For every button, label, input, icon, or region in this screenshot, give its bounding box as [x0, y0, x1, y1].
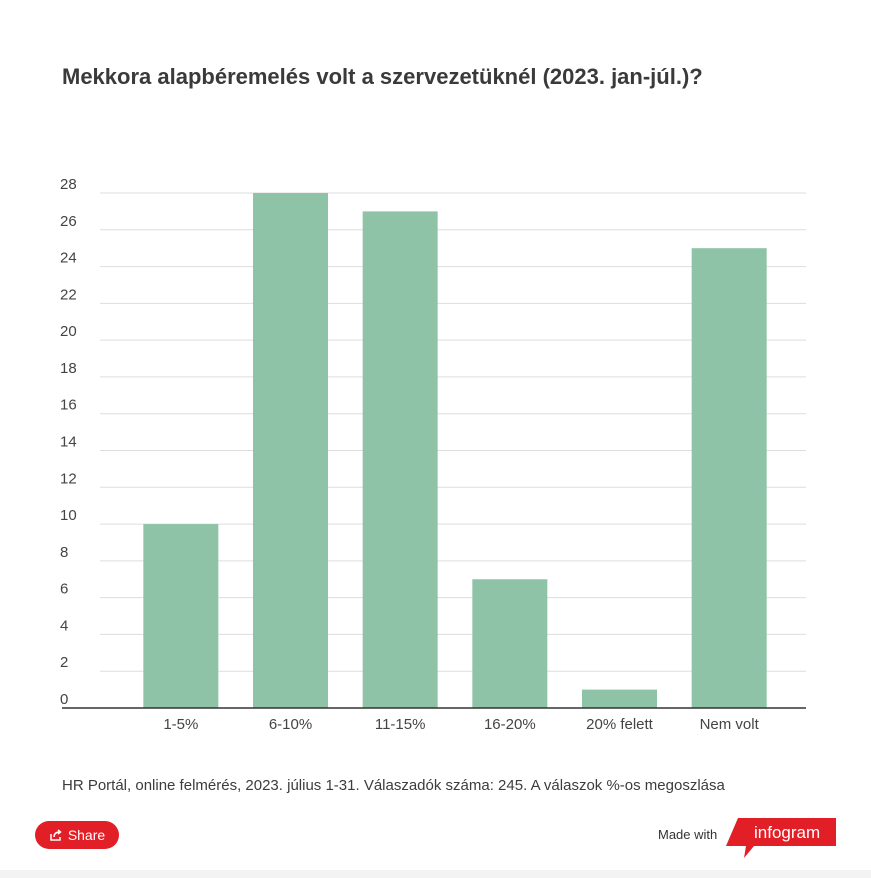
bar[interactable]	[582, 689, 657, 708]
bars	[143, 193, 767, 708]
x-category-label: 6-10%	[269, 716, 312, 733]
y-tick-label: 18	[60, 360, 77, 377]
y-tick-label: 14	[60, 434, 77, 451]
bar[interactable]	[472, 579, 548, 708]
share-icon	[50, 828, 62, 841]
y-tick-label: 10	[60, 507, 77, 524]
infogram-logo[interactable]	[726, 818, 836, 860]
share-label: Share	[67, 827, 106, 843]
chart-title: Mekkora alapbéremelés volt a szervezetük…	[62, 64, 703, 89]
share-button[interactable]: Share	[35, 821, 119, 849]
x-category-label: 20% felett	[586, 716, 654, 733]
made-with-label: Made with	[658, 827, 718, 842]
y-tick-label: 16	[60, 397, 77, 414]
bar[interactable]	[691, 248, 767, 708]
y-tick-label: 24	[60, 250, 77, 267]
y-tick-label: 0	[60, 691, 68, 708]
y-tick-label: 20	[60, 323, 77, 340]
y-tick-label: 12	[60, 470, 77, 487]
bar[interactable]	[253, 193, 328, 708]
y-tick-label: 26	[60, 213, 77, 230]
source-note: HR Portál, online felmérés, 2023. július…	[62, 777, 725, 794]
x-category-label: 11-15%	[375, 716, 426, 733]
x-axis-labels: 1-5% 6-10% 11-15% 16-20% 20% felett Nem volt	[163, 716, 759, 733]
bottom-strip	[0, 870, 871, 878]
x-category-label: Nem volt	[700, 716, 760, 733]
x-category-label: 1-5%	[163, 716, 198, 733]
y-tick-label: 8	[60, 544, 68, 561]
y-tick-label: 2	[60, 654, 68, 671]
y-tick-label: 22	[60, 286, 77, 303]
y-tick-label: 6	[60, 581, 68, 598]
x-category-label: 16-20%	[484, 716, 536, 733]
infogram-brand-label: infogram	[754, 823, 821, 842]
y-tick-label: 4	[60, 617, 68, 634]
y-tick-label: 28	[60, 176, 77, 193]
bar[interactable]	[362, 211, 438, 708]
bar[interactable]	[143, 524, 219, 708]
